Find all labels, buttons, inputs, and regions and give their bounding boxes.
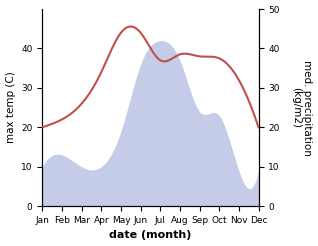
Y-axis label: max temp (C): max temp (C): [5, 72, 16, 143]
X-axis label: date (month): date (month): [109, 231, 192, 240]
Y-axis label: med. precipitation
(kg/m2): med. precipitation (kg/m2): [291, 60, 313, 155]
